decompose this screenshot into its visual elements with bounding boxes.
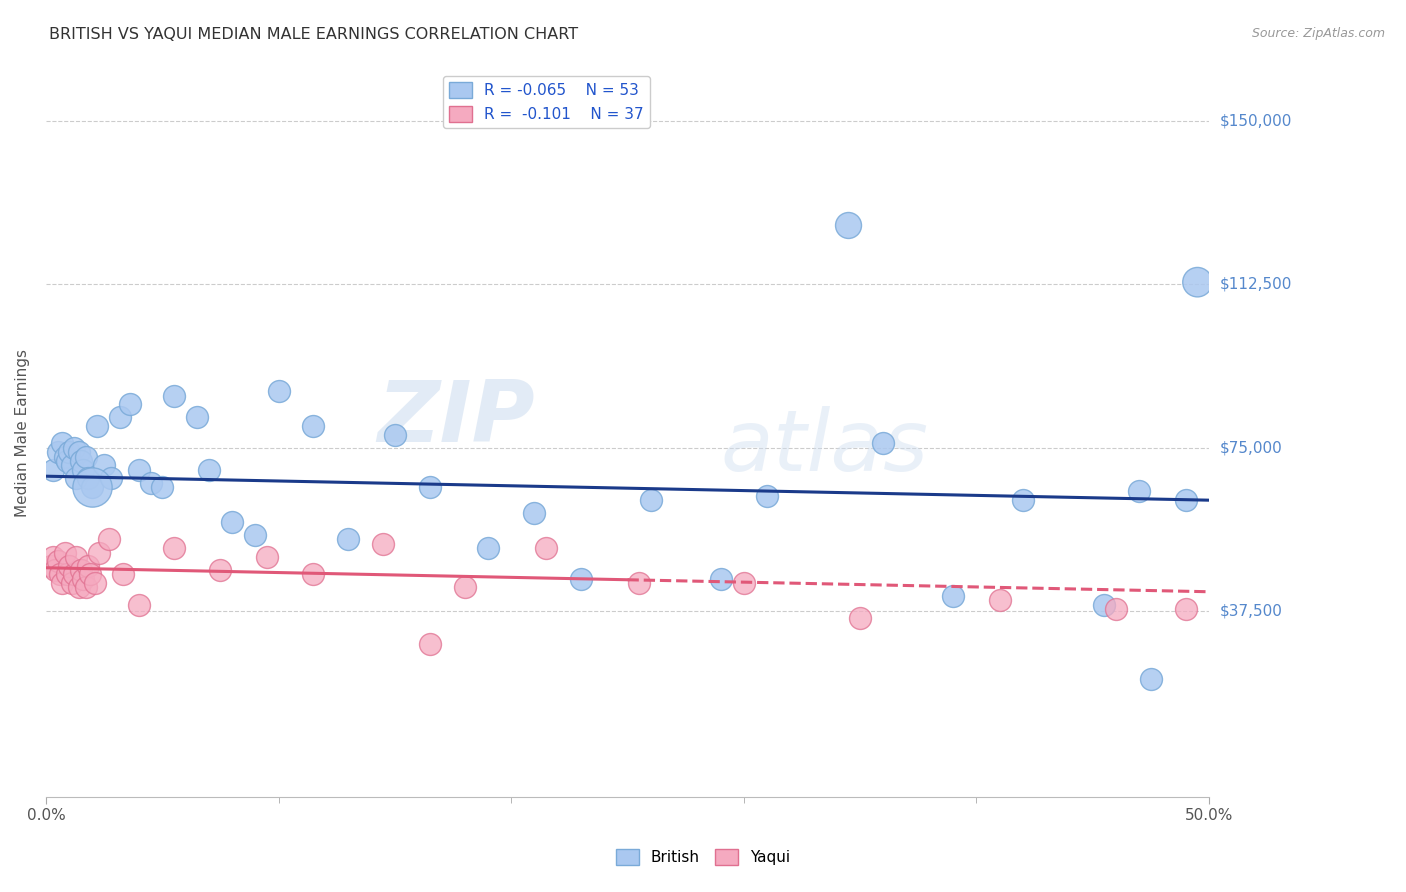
Point <box>419 480 441 494</box>
Point <box>70 563 93 577</box>
Point <box>56 454 79 468</box>
Point <box>1128 484 1150 499</box>
Point <box>302 419 325 434</box>
Point <box>1092 598 1115 612</box>
Point <box>221 515 243 529</box>
Point <box>163 541 186 556</box>
Point <box>53 545 76 559</box>
Point <box>60 458 83 473</box>
Point <box>67 445 90 459</box>
Point <box>849 611 872 625</box>
Point <box>82 480 104 494</box>
Point <box>76 471 98 485</box>
Point <box>454 581 477 595</box>
Point <box>76 558 98 573</box>
Point <box>1174 602 1197 616</box>
Point <box>872 436 894 450</box>
Point <box>44 563 66 577</box>
Point <box>710 572 733 586</box>
Text: $112,500: $112,500 <box>1220 277 1292 292</box>
Point <box>75 450 97 464</box>
Point <box>1140 672 1163 686</box>
Text: $37,500: $37,500 <box>1220 604 1284 619</box>
Point <box>86 419 108 434</box>
Legend: R = -0.065    N = 53, R =  -0.101    N = 37: R = -0.065 N = 53, R = -0.101 N = 37 <box>443 76 650 128</box>
Point <box>89 545 111 559</box>
Point <box>733 576 755 591</box>
Legend: British, Yaqui: British, Yaqui <box>610 843 796 871</box>
Point <box>477 541 499 556</box>
Point <box>49 567 72 582</box>
Point <box>384 427 406 442</box>
Point <box>51 436 73 450</box>
Point <box>70 454 93 468</box>
Point <box>838 219 860 233</box>
Point <box>65 549 87 564</box>
Point <box>93 458 115 473</box>
Point <box>111 567 134 582</box>
Point <box>46 445 69 459</box>
Text: Source: ZipAtlas.com: Source: ZipAtlas.com <box>1251 27 1385 40</box>
Point <box>63 441 86 455</box>
Text: atlas: atlas <box>721 406 928 489</box>
Point <box>42 463 65 477</box>
Point <box>63 567 86 582</box>
Point <box>58 558 80 573</box>
Point <box>53 450 76 464</box>
Point <box>337 533 360 547</box>
Point <box>198 463 221 477</box>
Point <box>1187 275 1209 289</box>
Text: ZIP: ZIP <box>377 376 534 459</box>
Point <box>628 576 651 591</box>
Point <box>245 528 267 542</box>
Y-axis label: Median Male Earnings: Median Male Earnings <box>15 349 30 516</box>
Point <box>988 593 1011 607</box>
Point <box>128 463 150 477</box>
Point <box>163 388 186 402</box>
Point <box>523 506 546 520</box>
Point <box>51 576 73 591</box>
Point <box>79 567 101 582</box>
Point <box>100 471 122 485</box>
Point <box>209 563 232 577</box>
Point <box>75 581 97 595</box>
Point <box>97 533 120 547</box>
Point <box>1174 493 1197 508</box>
Point <box>942 589 965 603</box>
Point <box>42 549 65 564</box>
Point <box>82 480 104 494</box>
Point <box>118 397 141 411</box>
Point <box>128 598 150 612</box>
Point <box>373 537 395 551</box>
Text: $150,000: $150,000 <box>1220 113 1292 128</box>
Point <box>186 410 208 425</box>
Text: BRITISH VS YAQUI MEDIAN MALE EARNINGS CORRELATION CHART: BRITISH VS YAQUI MEDIAN MALE EARNINGS CO… <box>49 27 578 42</box>
Point <box>46 554 69 568</box>
Point <box>56 567 79 582</box>
Point <box>756 489 779 503</box>
Point <box>150 480 173 494</box>
Point <box>58 445 80 459</box>
Point <box>640 493 662 508</box>
Point <box>65 471 87 485</box>
Point <box>72 572 94 586</box>
Point <box>67 581 90 595</box>
Text: $75,000: $75,000 <box>1220 441 1282 455</box>
Point <box>419 637 441 651</box>
Point <box>60 576 83 591</box>
Point <box>139 475 162 490</box>
Point <box>256 549 278 564</box>
Point <box>1012 493 1035 508</box>
Point <box>569 572 592 586</box>
Point <box>110 410 132 425</box>
Point <box>267 384 290 399</box>
Point <box>302 567 325 582</box>
Point <box>72 463 94 477</box>
Point <box>39 558 62 573</box>
Point <box>1105 602 1128 616</box>
Point <box>83 576 105 591</box>
Point <box>534 541 557 556</box>
